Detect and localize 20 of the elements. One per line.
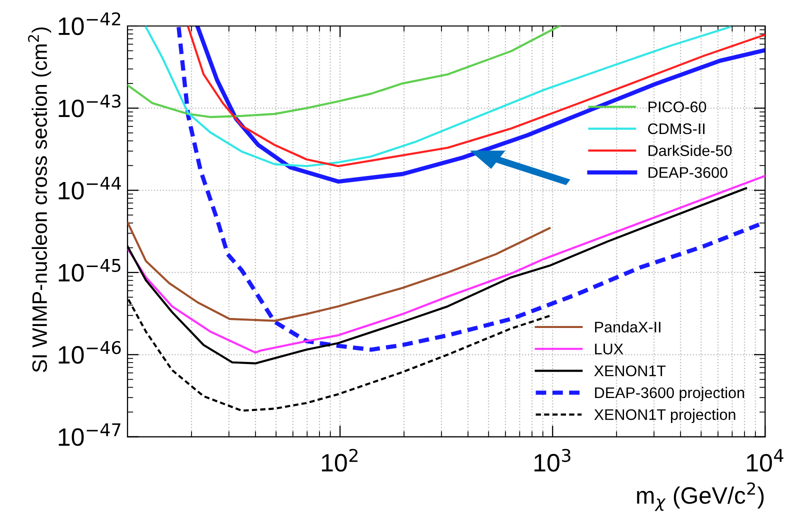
legend-label: PandaX-II	[595, 321, 660, 333]
legend-label: CDMS-II	[648, 123, 704, 134]
y-axis-title: SI WIMP-nucleon cross section (cm$^{2}$)	[28, 27, 52, 372]
y-tick-label: 10$^{−47}$	[58, 423, 120, 446]
legend-label: XENON1T	[594, 365, 666, 376]
y-tick-label: 10$^{−45}$	[58, 259, 120, 282]
y-tick-label: 10$^{−42}$	[58, 12, 120, 36]
legend-label: LUX	[595, 344, 624, 354]
legend-label: DarkSide-50	[648, 144, 732, 156]
legend-label: DEAP-3600	[648, 167, 728, 178]
legend-label: XENON1T projection	[594, 408, 736, 424]
legend-label: PICO-60	[648, 101, 706, 112]
y-tick-label: 10$^{−44}$	[58, 176, 121, 200]
x-tick-label: 10$^{2}$	[322, 448, 358, 472]
x-tick-label: 10$^{3}$	[534, 448, 570, 472]
x-axis-title: m$_{χ}$ (GeV/c$^{2}$)	[637, 482, 764, 511]
x-tick-label: 10$^{4}$	[747, 449, 784, 472]
legend-label: DEAP-3600 projection	[595, 386, 744, 402]
y-tick-label: 10$^{−43}$	[58, 94, 120, 118]
y-tick-label: 10$^{−46}$	[58, 340, 121, 364]
